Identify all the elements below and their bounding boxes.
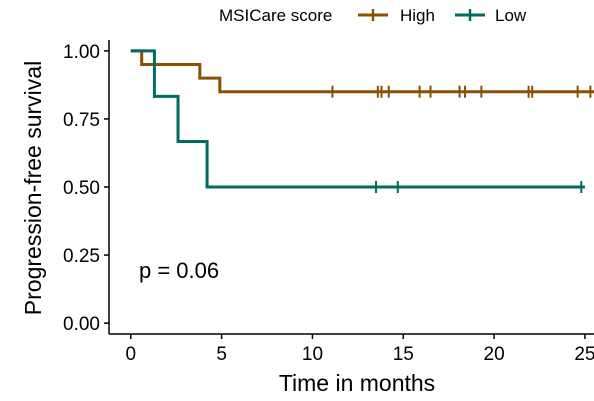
y-tick-label: 0.25 [63, 246, 100, 267]
y-tick-label: 0.50 [63, 178, 100, 199]
legend: MSICare score High Low [219, 6, 527, 25]
legend-label-high: High [400, 6, 435, 25]
legend-key-low [455, 9, 485, 21]
survival-curve-high [130, 49, 594, 94]
x-tick-label: 5 [216, 344, 227, 365]
x-tick-label: 10 [302, 344, 323, 365]
y-axis-title: Progression-free survival [20, 61, 46, 315]
legend-label-low: Low [495, 6, 527, 25]
survival-curves [130, 49, 594, 193]
y-tick-label: 1.00 [63, 42, 100, 63]
x-tick-label: 15 [393, 344, 414, 365]
legend-title: MSICare score [219, 6, 332, 25]
x-axis-title: Time in months [279, 370, 435, 396]
legend-key-high [358, 9, 388, 21]
survival-curve-low [130, 49, 585, 189]
x-tick-label: 0 [126, 344, 137, 365]
x-tick-label: 20 [484, 344, 505, 365]
y-tick-label: 0.75 [63, 110, 100, 131]
p-value-annotation: p = 0.06 [139, 258, 219, 283]
x-axis-ticks: 0 5 10 15 20 25 [126, 334, 594, 365]
y-axis-ticks: 0.00 0.25 0.50 0.75 1.00 [63, 42, 109, 335]
y-tick-label: 0.00 [63, 314, 100, 335]
x-tick-label: 25 [574, 344, 594, 365]
